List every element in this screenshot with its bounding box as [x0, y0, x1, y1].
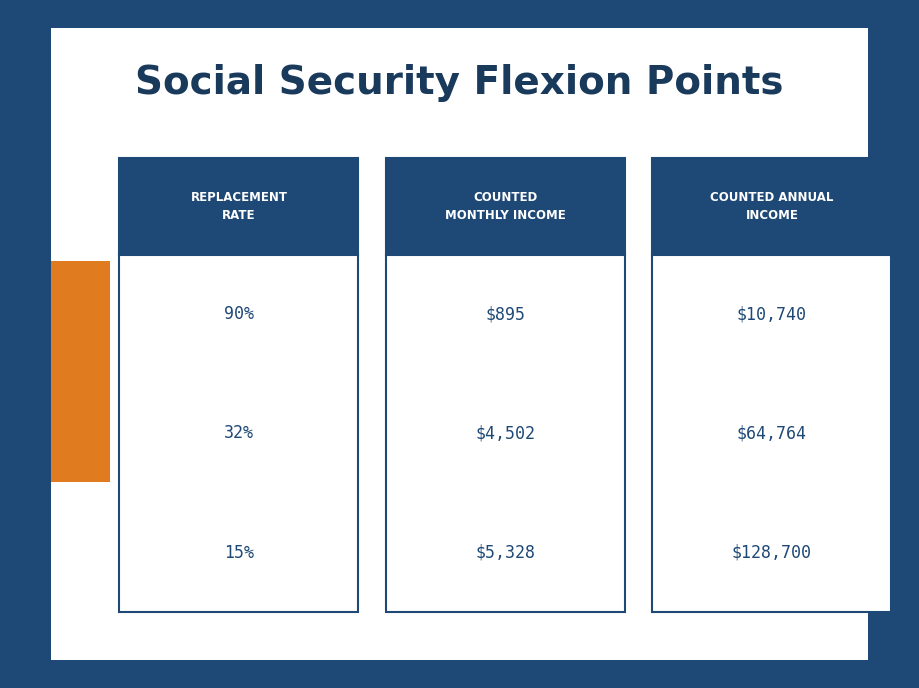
- FancyBboxPatch shape: [386, 255, 625, 612]
- Text: $10,740: $10,740: [737, 305, 807, 323]
- Text: 90%: 90%: [224, 305, 254, 323]
- Text: $4,502: $4,502: [475, 424, 536, 442]
- Text: $895: $895: [485, 305, 526, 323]
- FancyBboxPatch shape: [119, 158, 358, 255]
- FancyBboxPatch shape: [652, 158, 891, 255]
- Text: $128,700: $128,700: [732, 544, 812, 561]
- Text: $5,328: $5,328: [475, 544, 536, 561]
- Text: $64,764: $64,764: [737, 424, 807, 442]
- Text: Social Security Flexion Points: Social Security Flexion Points: [135, 63, 784, 102]
- FancyBboxPatch shape: [51, 28, 868, 660]
- Text: COUNTED ANNUAL
INCOME: COUNTED ANNUAL INCOME: [710, 191, 834, 222]
- FancyBboxPatch shape: [119, 255, 358, 612]
- Text: REPLACEMENT
RATE: REPLACEMENT RATE: [190, 191, 288, 222]
- FancyBboxPatch shape: [809, 261, 868, 482]
- FancyBboxPatch shape: [386, 158, 625, 255]
- Text: 32%: 32%: [224, 424, 254, 442]
- FancyBboxPatch shape: [51, 261, 110, 482]
- Text: 15%: 15%: [224, 544, 254, 561]
- Text: COUNTED
MONTHLY INCOME: COUNTED MONTHLY INCOME: [445, 191, 566, 222]
- FancyBboxPatch shape: [652, 255, 891, 612]
